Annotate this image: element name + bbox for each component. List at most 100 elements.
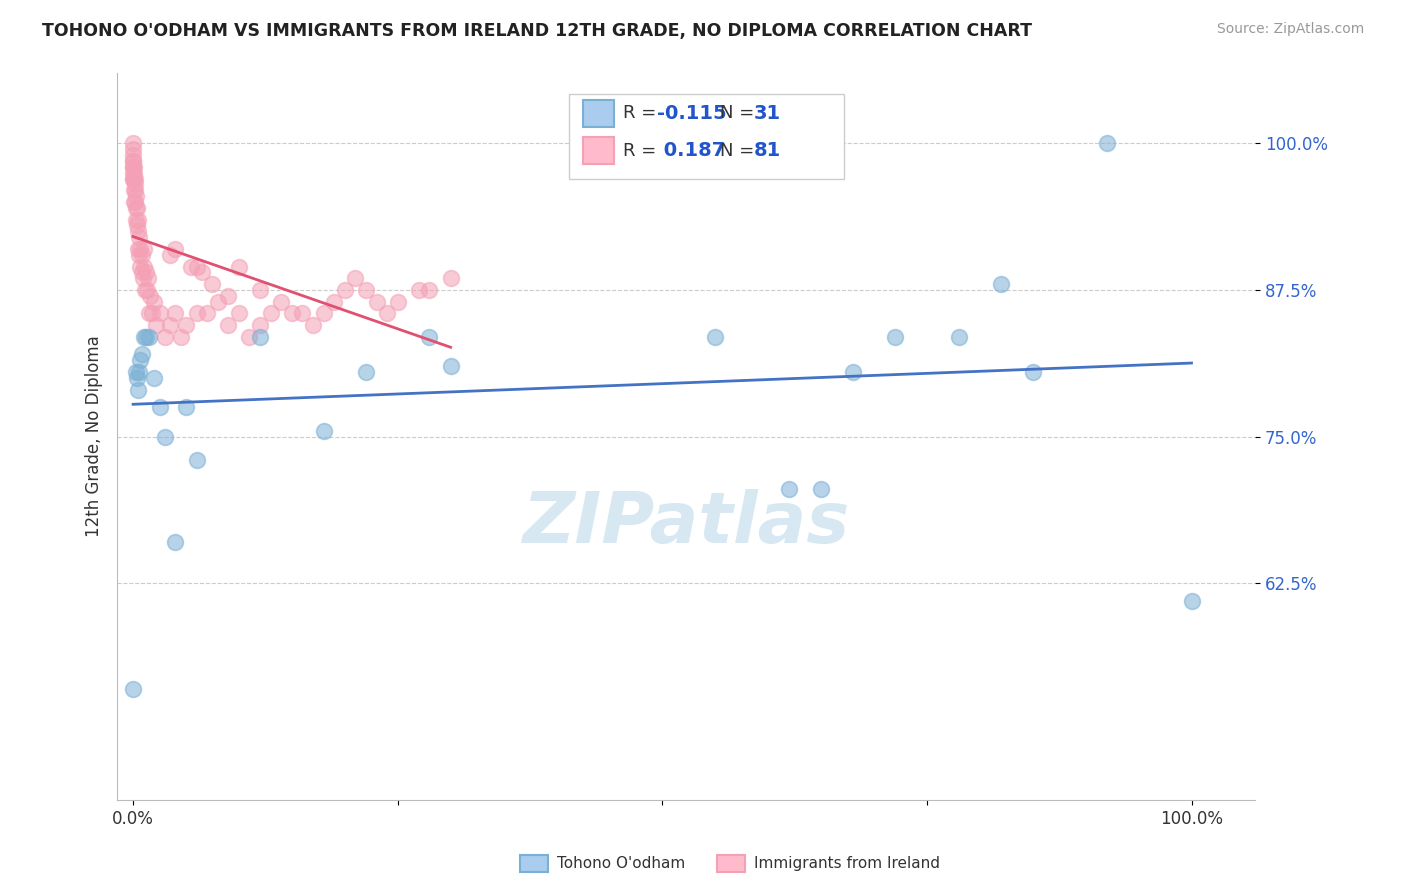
Point	[128, 248, 150, 262]
Point	[132, 242, 155, 256]
Point	[127, 242, 149, 256]
Point	[129, 353, 152, 368]
Text: 81: 81	[754, 141, 780, 161]
Point	[129, 260, 152, 274]
Point	[124, 183, 146, 197]
Point	[153, 429, 176, 443]
Point	[122, 136, 145, 151]
Point	[139, 289, 162, 303]
Point	[148, 306, 170, 320]
Text: ZIPatlas: ZIPatlas	[523, 490, 849, 558]
Point	[270, 294, 292, 309]
Point	[201, 277, 224, 292]
Point	[122, 160, 145, 174]
Point	[217, 289, 239, 303]
Y-axis label: 12th Grade, No Diploma: 12th Grade, No Diploma	[86, 335, 103, 538]
Point	[302, 318, 325, 333]
Point	[138, 306, 160, 320]
Point	[132, 330, 155, 344]
Point	[127, 201, 149, 215]
Text: Immigrants from Ireland: Immigrants from Ireland	[754, 856, 939, 871]
Point	[884, 330, 907, 344]
Point	[131, 271, 153, 285]
Text: N =: N =	[720, 142, 759, 160]
Point	[143, 294, 166, 309]
Point	[127, 212, 149, 227]
Point	[249, 283, 271, 297]
Point	[127, 219, 149, 233]
Point	[159, 248, 181, 262]
Point	[131, 347, 153, 361]
Point	[122, 183, 145, 197]
Point	[1022, 365, 1045, 379]
Point	[249, 318, 271, 333]
Point	[131, 248, 153, 262]
Point	[291, 306, 314, 320]
Point	[439, 271, 461, 285]
Point	[128, 365, 150, 379]
Text: R =: R =	[623, 142, 662, 160]
Point	[122, 171, 145, 186]
Point	[249, 330, 271, 344]
Point	[281, 306, 304, 320]
Point	[186, 453, 208, 467]
Point	[122, 160, 145, 174]
Point	[125, 201, 148, 215]
Point	[344, 271, 367, 285]
Point	[135, 330, 157, 344]
Point	[439, 359, 461, 374]
Point	[128, 230, 150, 244]
Text: -0.115: -0.115	[657, 103, 727, 123]
Point	[375, 306, 398, 320]
Point	[948, 330, 970, 344]
Point	[704, 330, 727, 344]
Point	[228, 306, 250, 320]
Point	[122, 153, 145, 168]
Point	[122, 160, 145, 174]
Point	[122, 166, 145, 180]
Point	[125, 365, 148, 379]
Point	[135, 283, 157, 297]
Text: TOHONO O'ODHAM VS IMMIGRANTS FROM IRELAND 12TH GRADE, NO DIPLOMA CORRELATION CHA: TOHONO O'ODHAM VS IMMIGRANTS FROM IRELAN…	[42, 22, 1032, 40]
Point	[124, 194, 146, 209]
Point	[145, 318, 167, 333]
Point	[122, 148, 145, 162]
Text: Source: ZipAtlas.com: Source: ZipAtlas.com	[1216, 22, 1364, 37]
Point	[207, 294, 229, 309]
Point	[238, 330, 260, 344]
Point	[810, 483, 832, 497]
Point	[174, 401, 197, 415]
Point	[418, 283, 440, 297]
Point	[387, 294, 409, 309]
Point	[122, 681, 145, 696]
Point	[127, 224, 149, 238]
Point	[366, 294, 388, 309]
Point	[180, 260, 202, 274]
Point	[228, 260, 250, 274]
Point	[122, 166, 145, 180]
Point	[1095, 136, 1118, 151]
Point	[323, 294, 346, 309]
Point	[134, 283, 156, 297]
Point	[122, 171, 145, 186]
Point	[778, 483, 800, 497]
Point	[136, 271, 159, 285]
Point	[842, 365, 865, 379]
Point	[165, 306, 187, 320]
Text: 0.187: 0.187	[657, 141, 725, 161]
Point	[148, 401, 170, 415]
Point	[418, 330, 440, 344]
Point	[170, 330, 193, 344]
Point	[165, 242, 187, 256]
Point	[174, 318, 197, 333]
Point	[141, 306, 163, 320]
Point	[186, 260, 208, 274]
Point	[191, 265, 214, 279]
Point	[131, 265, 153, 279]
Point	[122, 153, 145, 168]
Point	[125, 189, 148, 203]
Point	[990, 277, 1012, 292]
Point	[124, 178, 146, 192]
Point	[217, 318, 239, 333]
Point	[354, 365, 377, 379]
